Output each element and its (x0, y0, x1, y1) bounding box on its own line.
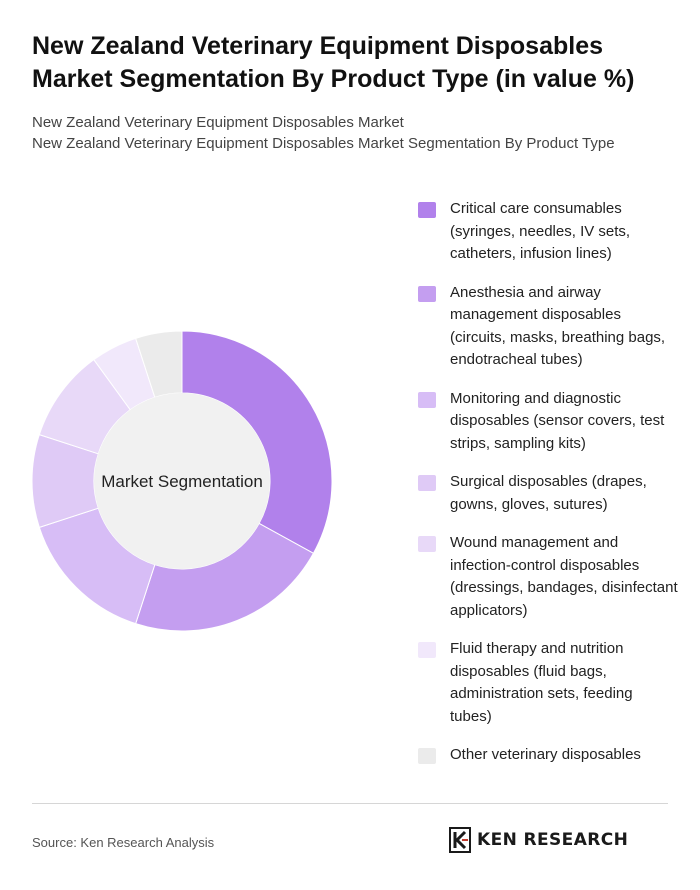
subtitle-line-1: New Zealand Veterinary Equipment Disposa… (32, 114, 404, 131)
subtitle-line-2: New Zealand Veterinary Equipment Disposa… (32, 135, 615, 152)
footer-divider (32, 803, 668, 804)
legend-item-3: Monitoring and diagnostic disposables (s… (418, 388, 678, 456)
legend-label: Monitoring and diagnostic disposables (s… (450, 389, 665, 452)
legend-swatch (418, 285, 436, 302)
ken-research-logo: KEN RESEARCH (449, 827, 628, 853)
legend-item-6: Fluid therapy and nutrition disposables … (418, 638, 678, 728)
source-note: Source: Ken Research Analysis (32, 835, 215, 850)
legend-label: Other veterinary disposables (450, 746, 641, 763)
legend-swatch (418, 391, 436, 408)
legend-label: Fluid therapy and nutrition disposables … (450, 640, 633, 725)
chart-legend: Critical care consumables (syringes, nee… (418, 198, 678, 783)
donut-center-label: Market Segmentation (101, 472, 263, 491)
donut-chart: Market Segmentation (31, 330, 333, 632)
chart-title-line-1: New Zealand Veterinary Equipment Disposa… (32, 32, 604, 60)
ken-research-logo-icon (449, 827, 471, 853)
legend-swatch (418, 536, 436, 552)
donut-hole (94, 393, 270, 569)
legend-item-5: Wound management and infection-control d… (418, 532, 678, 622)
legend-label: Wound management and infection-control d… (450, 534, 678, 619)
legend-swatch (418, 475, 436, 491)
legend-label: Anesthesia and airway management disposa… (450, 283, 666, 369)
chart-subtitle: New Zealand Veterinary Equipment Disposa… (32, 112, 672, 154)
legend-item-2: Anesthesia and airway management disposa… (418, 282, 678, 372)
legend-swatch (418, 748, 436, 764)
legend-item-7: Other veterinary disposables (418, 744, 678, 767)
chart-title-line-2: Market Segmentation By Product Type (in … (32, 65, 635, 93)
legend-label: Critical care consumables (syringes, nee… (450, 200, 631, 262)
chart-title: New Zealand Veterinary Equipment Disposa… (32, 30, 672, 96)
legend-item-4: Surgical disposables (drapes, gowns, glo… (418, 471, 678, 516)
logo-text: KEN RESEARCH (477, 830, 629, 850)
legend-label: Surgical disposables (drapes, gowns, glo… (450, 473, 647, 513)
legend-swatch (418, 202, 436, 218)
legend-item-1: Critical care consumables (syringes, nee… (418, 198, 678, 266)
legend-swatch (418, 642, 436, 658)
